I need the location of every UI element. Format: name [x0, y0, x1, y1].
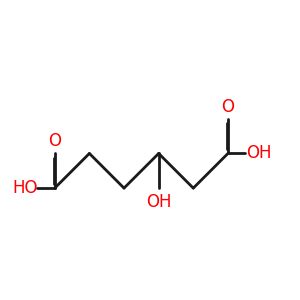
Text: OH: OH: [246, 145, 271, 163]
Text: OH: OH: [146, 193, 171, 211]
Text: O: O: [48, 132, 61, 150]
Text: O: O: [221, 98, 234, 116]
Text: HO: HO: [13, 179, 38, 197]
